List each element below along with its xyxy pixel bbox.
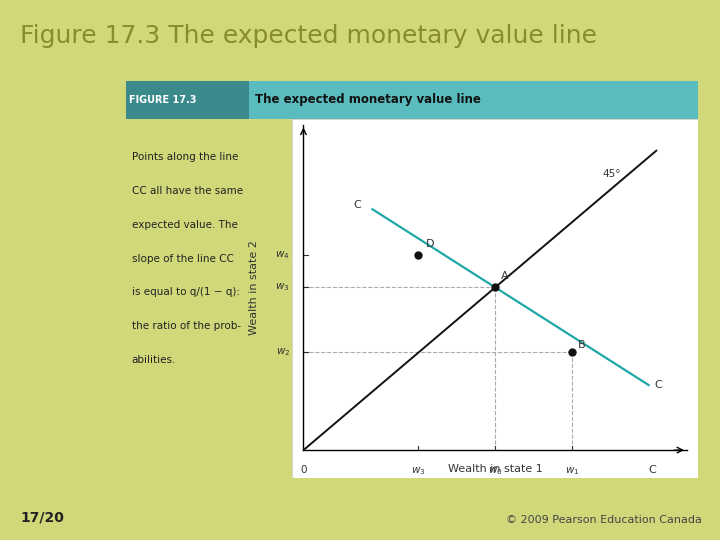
Text: Wealth in state 2: Wealth in state 2 [248,240,258,335]
Text: abilities.: abilities. [132,355,176,365]
Text: 17/20: 17/20 [20,511,64,525]
Text: © 2009 Pearson Education Canada: © 2009 Pearson Education Canada [506,515,702,525]
Text: $w_0$: $w_0$ [488,465,503,477]
Text: C: C [649,465,657,475]
Text: slope of the line CC: slope of the line CC [132,254,233,264]
Text: $w_4$: $w_4$ [275,249,290,261]
Text: B: B [577,340,585,349]
Text: Points along the line: Points along the line [132,152,238,163]
Bar [126,81,249,119]
Text: 45°: 45° [603,168,621,179]
Text: FIGURE 17.3: FIGURE 17.3 [129,95,197,105]
Text: 0: 0 [300,465,307,475]
Bar [126,81,698,119]
Text: $w_3$: $w_3$ [276,281,290,293]
Text: is equal to q/(1 − q):: is equal to q/(1 − q): [132,287,240,298]
Text: expected value. The: expected value. The [132,220,238,230]
Text: the ratio of the prob-: the ratio of the prob- [132,321,241,331]
Text: CC all have the same: CC all have the same [132,186,243,196]
Text: C: C [654,380,662,390]
Text: C: C [354,200,361,210]
Text: $w_1$: $w_1$ [564,465,579,477]
Text: D: D [426,239,435,249]
Text: The expected monetary value line: The expected monetary value line [255,93,481,106]
X-axis label: Wealth in state 1: Wealth in state 1 [448,464,543,474]
Text: $w_2$: $w_2$ [276,347,290,359]
Text: A: A [501,271,508,281]
Text: $w_3$: $w_3$ [411,465,426,477]
Bar [292,119,698,478]
Text: Figure 17.3 The expected monetary value line: Figure 17.3 The expected monetary value … [20,24,597,48]
